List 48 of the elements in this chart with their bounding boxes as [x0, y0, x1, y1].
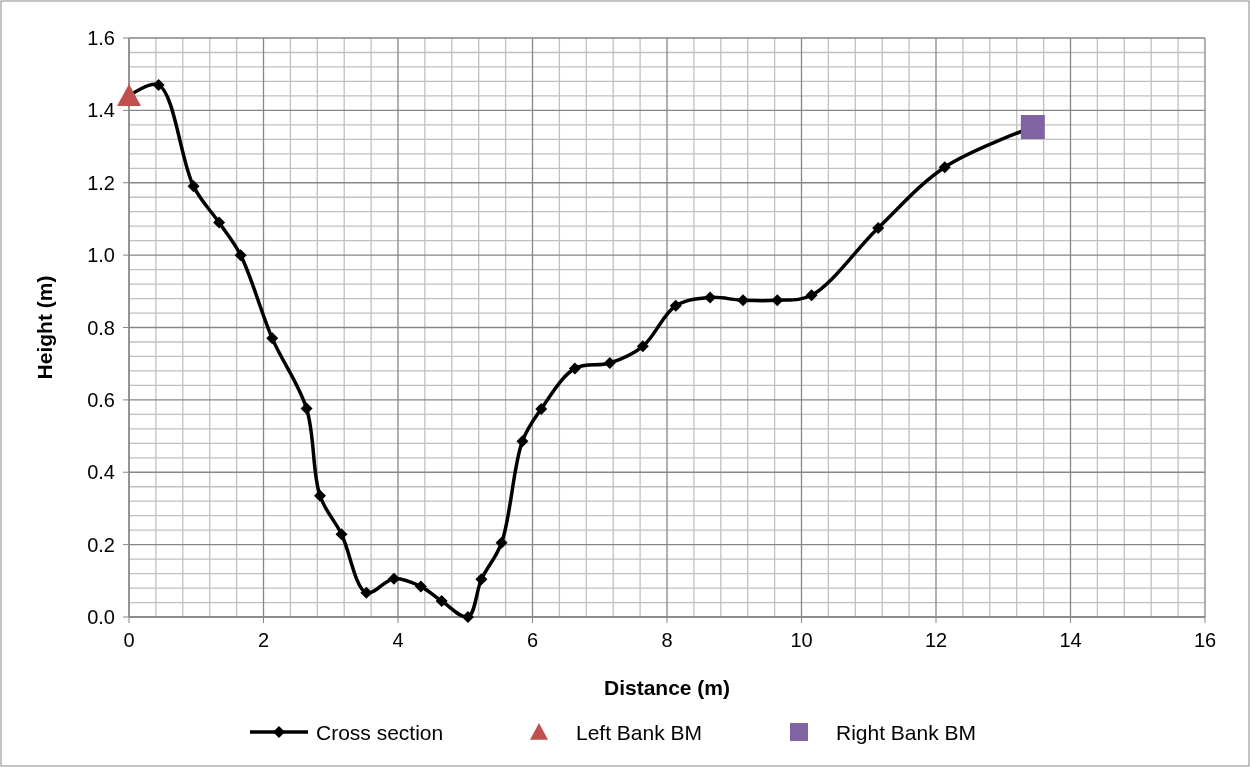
y-tick-label: 1.2 [87, 171, 115, 194]
y-tick-label: 1.4 [87, 99, 115, 122]
point [516, 435, 529, 448]
point [234, 249, 247, 262]
point [669, 299, 682, 312]
x-tick-label: 14 [1059, 629, 1082, 651]
point [266, 332, 279, 345]
point [495, 536, 508, 549]
point [603, 356, 616, 369]
x-tick-label: 6 [526, 629, 539, 651]
point [187, 180, 200, 193]
point [435, 595, 448, 608]
point [475, 573, 488, 586]
point [535, 402, 548, 415]
point [335, 528, 348, 541]
x-tick-label: 8 [661, 629, 673, 651]
point [872, 221, 885, 234]
point [568, 362, 581, 375]
y-tick-label: 1.0 [87, 244, 115, 267]
point [414, 580, 427, 593]
point [117, 83, 141, 107]
y-tick-label: 0.4 [87, 461, 115, 484]
x-tick-label: 4 [392, 629, 404, 651]
x-tick-label: 16 [1193, 629, 1217, 651]
point [300, 402, 313, 415]
point [152, 79, 165, 92]
y-tick-label: 1.6 [87, 27, 115, 49]
point [771, 294, 784, 307]
y-axis-title: Height (m) [33, 275, 56, 380]
x-tick-label: 0 [123, 629, 135, 651]
y-tick-label: 0.6 [87, 388, 115, 411]
legend-label: Right Bank BM [836, 721, 977, 744]
point [387, 572, 400, 585]
x-axis-title: Distance (m) [603, 676, 731, 699]
point [636, 340, 649, 353]
x-tick-label: 10 [790, 629, 813, 651]
point [213, 216, 226, 229]
y-tick-label: 0.0 [87, 606, 115, 628]
point [805, 289, 818, 302]
point [313, 489, 326, 502]
point [1020, 115, 1045, 140]
y-tick-label: 0.8 [87, 316, 115, 339]
point [938, 161, 951, 174]
y-tick-label: 0.2 [87, 533, 115, 556]
x-tick-label: 2 [257, 629, 270, 651]
legend-label: Cross section [316, 721, 444, 744]
legend-label: Left Bank BM [576, 721, 703, 744]
x-tick-label: 12 [924, 629, 948, 651]
